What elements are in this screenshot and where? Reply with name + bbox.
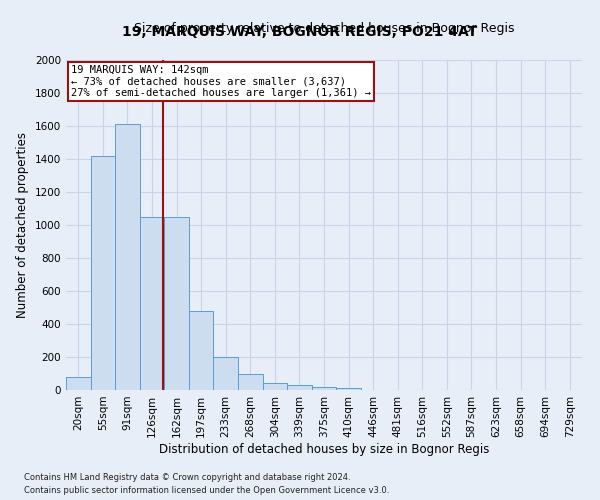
Bar	[189, 311, 214, 390]
Bar	[214, 357, 238, 390]
Bar	[312, 386, 336, 390]
Bar	[238, 374, 263, 390]
Y-axis label: Number of detached properties: Number of detached properties	[16, 132, 29, 318]
Bar	[115, 124, 140, 390]
Bar	[164, 217, 189, 390]
Bar	[336, 388, 361, 390]
Bar	[140, 217, 164, 390]
Text: Contains HM Land Registry data © Crown copyright and database right 2024.: Contains HM Land Registry data © Crown c…	[24, 474, 350, 482]
X-axis label: Distribution of detached houses by size in Bognor Regis: Distribution of detached houses by size …	[159, 442, 489, 456]
Bar	[91, 156, 115, 390]
Text: 19 MARQUIS WAY: 142sqm
← 73% of detached houses are smaller (3,637)
27% of semi-: 19 MARQUIS WAY: 142sqm ← 73% of detached…	[71, 65, 371, 98]
Title: Size of property relative to detached houses in Bognor Regis: Size of property relative to detached ho…	[134, 22, 514, 35]
Bar	[66, 377, 91, 390]
Bar	[263, 384, 287, 390]
Text: Contains public sector information licensed under the Open Government Licence v3: Contains public sector information licen…	[24, 486, 389, 495]
Text: 19, MARQUIS WAY, BOGNOR REGIS, PO21 4AT: 19, MARQUIS WAY, BOGNOR REGIS, PO21 4AT	[122, 25, 478, 39]
Bar	[287, 385, 312, 390]
